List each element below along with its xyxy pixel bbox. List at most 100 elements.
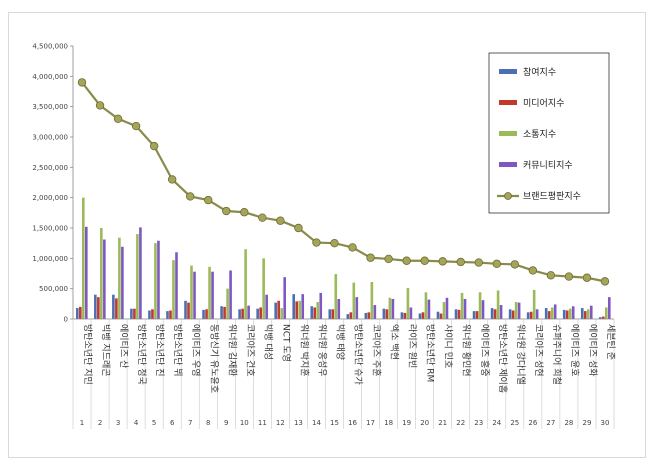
legend-swatch — [499, 162, 517, 167]
bar — [295, 301, 299, 319]
x-category-number: 17 — [366, 419, 375, 427]
bar — [205, 309, 208, 319]
bar — [400, 312, 404, 319]
bar — [355, 297, 359, 319]
bar — [103, 239, 106, 319]
x-category-label: NCT 도영 — [280, 324, 291, 362]
y-tick-label: 4,500,000 — [32, 43, 68, 51]
bar — [226, 288, 229, 319]
line-point — [366, 253, 375, 262]
bar — [313, 307, 317, 319]
x-category-label: 빅뱅 태양 — [334, 324, 345, 360]
bar — [256, 308, 259, 319]
bar — [565, 310, 569, 319]
bar — [121, 246, 124, 319]
bar — [463, 298, 467, 319]
x-category-label: 코리아즈 성현 — [533, 324, 544, 377]
bar — [370, 281, 374, 319]
bar — [550, 307, 554, 319]
bar — [580, 308, 584, 319]
bar — [328, 309, 332, 319]
bar — [481, 300, 485, 319]
x-category-label: 워너원 옹성우 — [316, 324, 327, 377]
legend-swatch — [499, 69, 517, 74]
x-axis: 방탄소년단 지민 1 빅뱅 지드래곤 2 에이티즈 산 3 방탄소년단 정국 4 방탄소년단 진… — [72, 318, 616, 429]
bar — [382, 308, 386, 319]
x-category-number: 8 — [206, 419, 210, 427]
bar — [319, 292, 323, 319]
line-point — [528, 266, 538, 275]
bar — [115, 298, 118, 319]
line-point — [564, 272, 574, 281]
bar — [526, 312, 530, 319]
series-4 — [85, 226, 611, 319]
bar — [409, 307, 413, 319]
y-tick-label: 2,000,000 — [32, 194, 68, 202]
bar — [220, 306, 223, 319]
bar — [475, 311, 479, 319]
bar — [310, 306, 314, 319]
line-point — [167, 175, 177, 184]
legend-swatch — [499, 131, 517, 136]
y-tick-label: 1,500,000 — [32, 225, 68, 233]
line-point — [77, 78, 87, 87]
bar — [604, 307, 608, 319]
bar — [100, 228, 103, 319]
line-point — [402, 256, 411, 265]
bar — [82, 197, 85, 319]
bar — [211, 271, 214, 319]
bar — [292, 294, 296, 319]
line-point — [312, 238, 321, 247]
x-category-number: 10 — [240, 419, 249, 427]
x-category-label: 에이티즈 성화 — [587, 324, 598, 377]
bar — [316, 302, 320, 319]
x-category-number: 3 — [116, 419, 120, 427]
bar — [280, 308, 283, 319]
bar — [187, 302, 190, 319]
bar — [535, 309, 539, 319]
line-point — [113, 114, 123, 123]
bar — [436, 311, 440, 319]
bar — [352, 282, 356, 319]
bar — [589, 305, 593, 319]
bar — [598, 317, 602, 319]
bar — [184, 300, 187, 319]
x-category-label: 에이티즈 우영 — [190, 324, 201, 377]
bar — [172, 260, 175, 319]
bar — [223, 306, 226, 319]
line-point — [348, 243, 357, 252]
x-category-number: 15 — [330, 419, 339, 427]
y-tick-label: 500,000 — [39, 285, 68, 293]
x-category-number: 30 — [601, 419, 610, 427]
bar — [166, 311, 169, 319]
x-category-label: 방탄소년단 RM — [425, 324, 436, 382]
bar — [331, 309, 335, 319]
bar — [301, 294, 305, 319]
y-tick-label: 2,500,000 — [32, 164, 68, 172]
bar — [571, 306, 575, 319]
bar — [76, 308, 79, 319]
bar — [157, 240, 160, 319]
x-category-number: 9 — [224, 419, 228, 427]
y-tick-label: 3,000,000 — [32, 134, 68, 142]
x-category-label: 빅뱅 대성 — [262, 324, 273, 360]
x-category-number: 6 — [170, 419, 175, 427]
x-category-number: 2 — [98, 419, 102, 427]
bar — [385, 309, 389, 319]
bar — [133, 308, 136, 319]
bar — [259, 307, 262, 319]
line-point — [510, 260, 520, 269]
x-category-number: 13 — [294, 419, 303, 427]
bar — [139, 227, 142, 319]
bar — [511, 310, 515, 319]
bar — [529, 311, 533, 319]
x-category-label: 워너원 박지훈 — [298, 324, 310, 377]
x-category-number: 1 — [80, 419, 84, 427]
bar — [544, 308, 548, 319]
x-category-number: 7 — [188, 419, 192, 427]
bar — [514, 302, 518, 319]
series-2 — [79, 297, 605, 319]
bar — [547, 311, 551, 319]
bar — [472, 311, 476, 319]
x-category-number: 28 — [564, 419, 573, 427]
